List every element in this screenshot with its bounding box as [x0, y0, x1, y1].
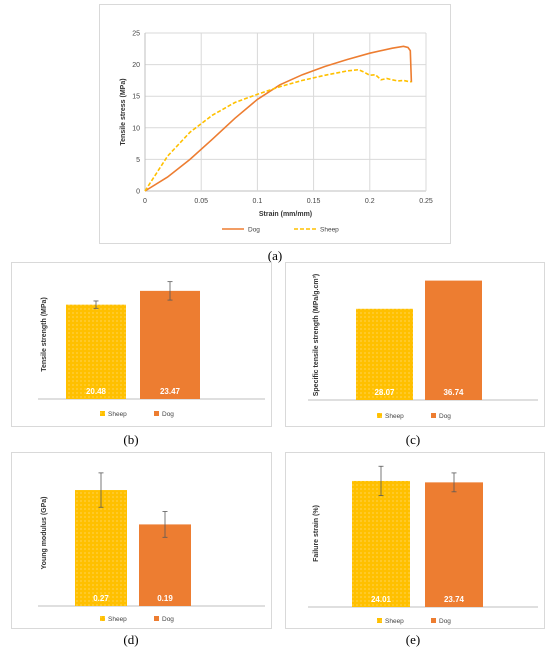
caption-e: (e): [405, 632, 421, 647]
legend-label-sheep: Sheep: [108, 411, 127, 418]
y-axis-label: Failure strain (%): [313, 505, 320, 562]
bar-dog: [140, 290, 200, 399]
x-axis-label: Strain (mm/mm): [259, 211, 312, 218]
series-line-dog: [144, 45, 413, 192]
bar-sheep: [75, 490, 127, 606]
y-tick-label: 5: [136, 157, 140, 164]
x-tick-label: 0: [143, 198, 147, 205]
legend-label-dog: Dog: [162, 411, 174, 418]
bar-value-label: 0.27: [93, 594, 109, 603]
series-line-sheep: [144, 68, 412, 192]
bar-value-label: 20.48: [86, 387, 107, 396]
legend-swatch-sheep: [100, 411, 105, 416]
legend-swatch-dog: [154, 616, 159, 621]
bar-dog: [425, 482, 483, 607]
legend-swatch-sheep: [377, 413, 382, 418]
legend-label-dog: Dog: [439, 413, 451, 420]
y-axis-label: Tensile strength (MPa): [41, 297, 48, 372]
bar-value-label: 28.07: [374, 388, 395, 397]
legend-label-dog: Dog: [162, 616, 174, 623]
legend-swatch-dog: [431, 618, 436, 623]
bar-sheep: [352, 480, 410, 607]
legend-swatch-sheep: [377, 618, 382, 623]
legend-label-dog: Dog: [248, 227, 260, 234]
legend-label-sheep: Sheep: [108, 616, 127, 623]
caption-c: (c): [405, 432, 421, 447]
bar-dog: [139, 524, 191, 606]
x-tick-label: 0.25: [419, 198, 433, 205]
legend-swatch-dog: [154, 411, 159, 416]
legend-label-sheep: Sheep: [385, 413, 404, 420]
failure-strain-panel: [285, 452, 545, 629]
bar-sheep: [356, 308, 413, 400]
y-axis-label: Tensile stress (MPa): [120, 78, 127, 145]
x-tick-label: 0.15: [307, 198, 321, 205]
bar-value-label: 23.47: [160, 387, 181, 396]
caption-b: (b): [123, 432, 139, 447]
y-tick-label: 20: [132, 62, 140, 69]
bar-value-label: 0.19: [157, 594, 173, 603]
y-tick-label: 0: [136, 189, 140, 196]
legend-swatch-dog: [431, 413, 436, 418]
y-tick-label: 15: [132, 94, 140, 101]
y-axis-label: Specific tensile strength (MPa/g.cm³): [313, 274, 320, 397]
line-chart-panel: [99, 4, 451, 244]
bar-value-label: 24.01: [371, 595, 392, 604]
y-tick-label: 25: [132, 31, 140, 38]
bar-dog: [425, 280, 482, 400]
legend-label-sheep: Sheep: [385, 618, 404, 625]
y-axis-label: Young modulus (GPa): [41, 497, 48, 570]
bar-value-label: 23.74: [444, 595, 465, 604]
caption-d: (d): [123, 632, 139, 647]
y-tick-label: 10: [132, 125, 140, 132]
legend-label-dog: Dog: [439, 618, 451, 625]
x-tick-label: 0.2: [365, 198, 375, 205]
legend-label-sheep: Sheep: [320, 227, 339, 234]
bar-value-label: 36.74: [443, 388, 464, 397]
caption-a: (a): [267, 248, 283, 263]
legend-swatch-sheep: [100, 616, 105, 621]
x-tick-label: 0.05: [194, 198, 208, 205]
bar-sheep: [66, 304, 126, 399]
x-tick-label: 0.1: [253, 198, 263, 205]
